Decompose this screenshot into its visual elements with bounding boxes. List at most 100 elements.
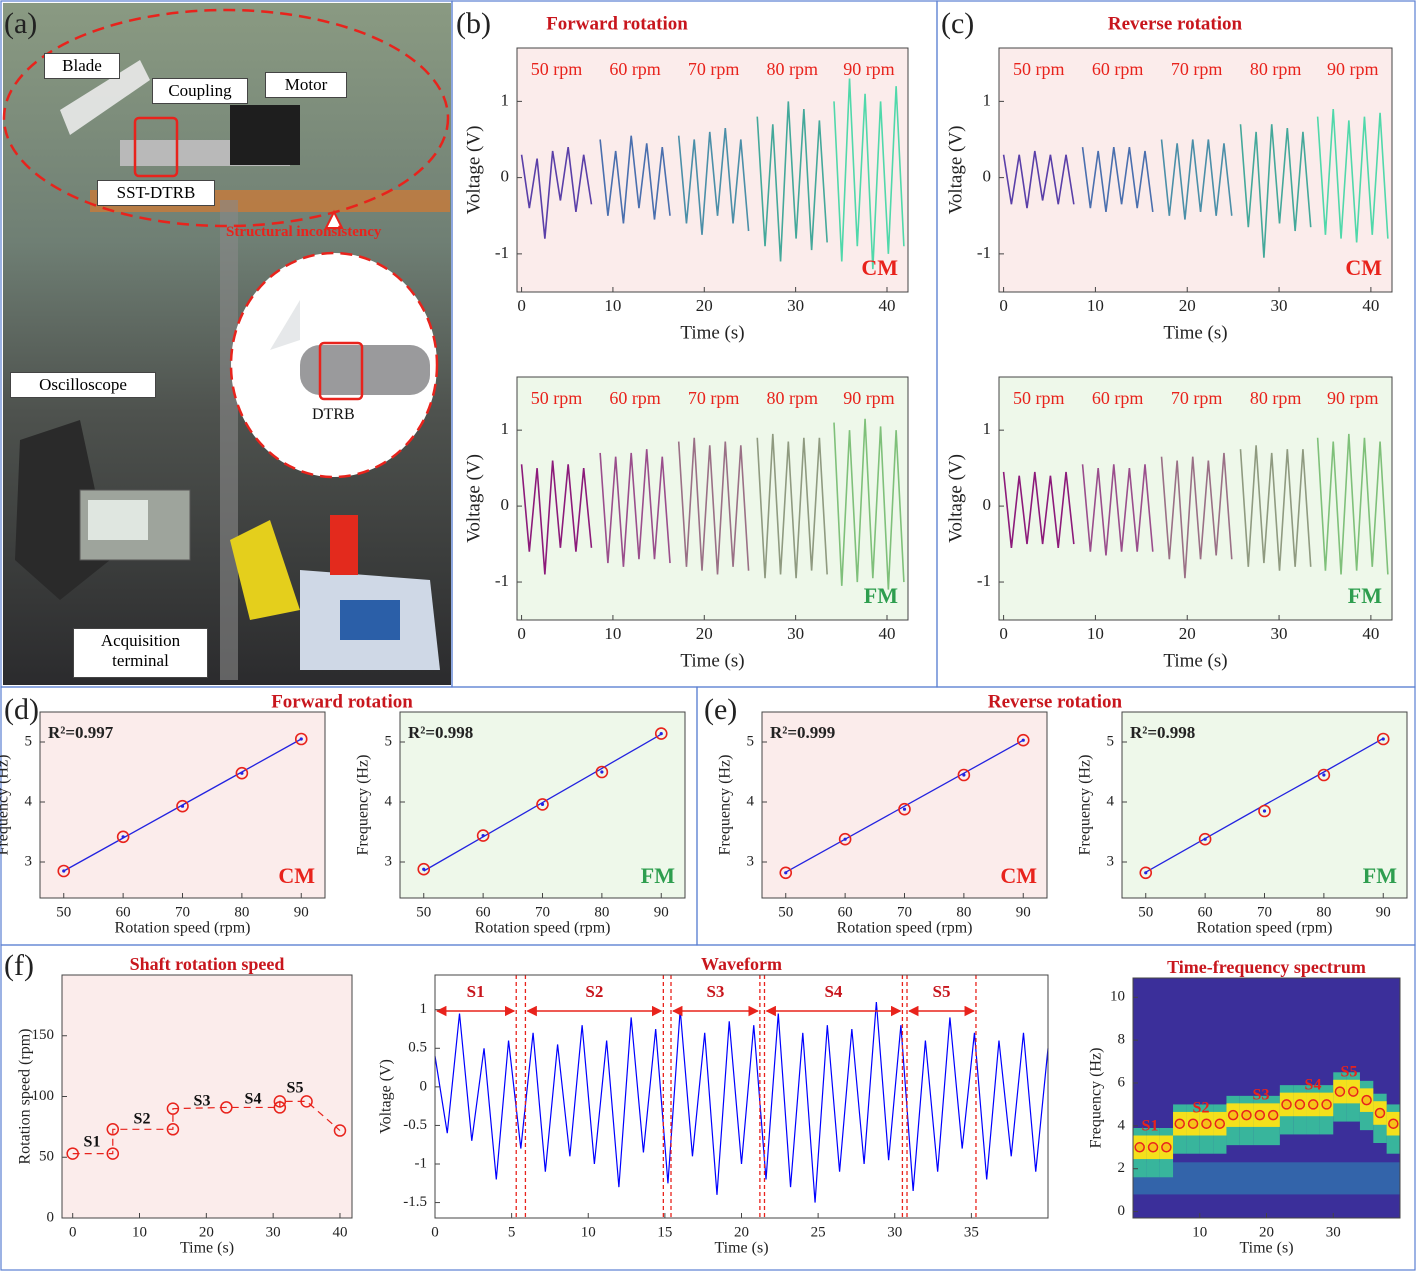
y-tick-label: 5 — [1107, 733, 1115, 749]
photo-label: Oscilloscope — [10, 372, 156, 398]
x-tick-label: 0 — [999, 296, 1008, 315]
x-tick-label: 0 — [517, 296, 526, 315]
data-point — [476, 829, 490, 842]
x-tick-label: 80 — [234, 904, 249, 920]
point-center — [1144, 871, 1148, 875]
x-tick-label: 80 — [956, 904, 971, 920]
y-tick-label: -1 — [977, 571, 991, 590]
data-point — [654, 727, 668, 740]
group-title: Reverse rotation — [1108, 13, 1243, 34]
y-tick-label: 0 — [983, 167, 992, 186]
plot-frame — [998, 47, 1393, 293]
mode-label: CM — [1000, 863, 1037, 888]
segment-label: 50 rpm — [1013, 59, 1065, 79]
segment-label: 60 rpm — [609, 388, 661, 408]
x-tick-label: 70 — [175, 904, 190, 920]
marker — [333, 1124, 347, 1137]
x-tick-label: 60 — [838, 904, 853, 920]
series-line — [1160, 139, 1233, 220]
x-tick-label: 90 — [654, 904, 669, 920]
mode-label: FM — [1363, 863, 1397, 888]
marker — [273, 1101, 287, 1114]
x-tick-label: 40 — [878, 624, 895, 643]
data-point — [838, 832, 852, 846]
segment-label: S4 — [824, 982, 842, 1001]
x-tick-label: 0 — [69, 1224, 77, 1240]
y-axis-label: Voltage (V) — [463, 454, 484, 543]
photo-annotation: Structural inconsistency — [226, 224, 382, 240]
fit-note: R²=0.997 — [48, 723, 114, 742]
marker — [220, 1101, 233, 1114]
y-axis-label: Frequency (Hz) — [355, 755, 372, 856]
series-line — [434, 1001, 1049, 1203]
stage-label: S3 — [1253, 1087, 1270, 1104]
segment-label: 60 rpm — [609, 59, 661, 79]
peak-marker — [1281, 1099, 1292, 1110]
x-tick-label: 20 — [734, 1224, 749, 1240]
x-tick-label: 60 — [116, 904, 131, 920]
y-tick-label: 5 — [385, 733, 393, 749]
photo — [2, 3, 451, 685]
point-center — [1381, 737, 1385, 741]
y-tick-label: -1 — [415, 1155, 428, 1171]
stage-label: S2 — [1193, 1100, 1210, 1117]
x-tick-label: 50 — [56, 904, 71, 920]
photo-label: Coupling — [152, 78, 248, 104]
y-tick-label: 1 — [501, 419, 510, 438]
point-center — [180, 804, 185, 808]
marker — [106, 1147, 120, 1160]
series-line — [1316, 433, 1389, 575]
segment-label: 70 rpm — [1171, 388, 1223, 408]
stage-label: S4 — [1305, 1077, 1322, 1094]
segment-label: 70 rpm — [688, 388, 740, 408]
y-tick-label: 3 — [25, 853, 33, 869]
y-tick-label: 3 — [1107, 853, 1115, 869]
segment-label: 50 rpm — [531, 59, 583, 79]
y-axis-label: Voltage (V) — [945, 126, 966, 215]
data-point — [294, 732, 308, 746]
panel-label: (e) — [704, 693, 737, 726]
x-tick-label: 20 — [1179, 624, 1196, 643]
y-axis-label: Frequency (Hz) — [1088, 1048, 1105, 1149]
point-center — [62, 869, 66, 873]
y-tick-label: 4 — [1107, 793, 1115, 809]
point-center — [1021, 738, 1025, 742]
peak-marker — [1174, 1118, 1185, 1129]
peak-marker — [1374, 1107, 1386, 1119]
y-axis-label: Voltage (V) — [378, 1059, 395, 1134]
fit-line — [785, 739, 1024, 873]
segment-label: 90 rpm — [1327, 59, 1379, 79]
peak-marker — [1254, 1109, 1266, 1121]
chart-title: Waveform — [701, 954, 782, 974]
series-line — [1002, 471, 1075, 548]
fit-note: R²=0.999 — [770, 723, 835, 742]
peak-marker — [1227, 1109, 1239, 1121]
y-tick-label: -1 — [977, 243, 991, 262]
x-tick-label: 20 — [1259, 1224, 1274, 1240]
y-tick-label: 2 — [1118, 1160, 1126, 1176]
series-line — [520, 460, 593, 575]
x-tick-label: 0 — [517, 624, 526, 643]
point-center — [600, 770, 604, 774]
data-point — [898, 802, 911, 816]
y-tick-label: 0 — [47, 1209, 55, 1225]
photo-label: Acquisition terminal — [73, 628, 208, 678]
peak-marker — [1348, 1086, 1359, 1097]
x-tick-label: 70 — [535, 904, 550, 920]
photo-label: Motor — [265, 72, 347, 98]
segment-label: S5 — [933, 982, 951, 1001]
y-tick-label: -1 — [495, 243, 509, 262]
series-line — [1002, 150, 1075, 209]
x-tick-label: 90 — [1016, 904, 1031, 920]
y-tick-label: 4 — [747, 793, 755, 809]
data-point — [1317, 768, 1331, 782]
mode-label: CM — [861, 255, 898, 280]
group-title: Forward rotation — [271, 691, 413, 712]
y-tick-label: 0 — [420, 1078, 428, 1094]
peak-marker — [1361, 1094, 1372, 1106]
x-tick-label: 70 — [1257, 904, 1272, 920]
point-center — [240, 771, 244, 775]
marker — [166, 1123, 180, 1136]
series-line — [599, 135, 671, 224]
x-tick-label: 20 — [696, 624, 713, 643]
